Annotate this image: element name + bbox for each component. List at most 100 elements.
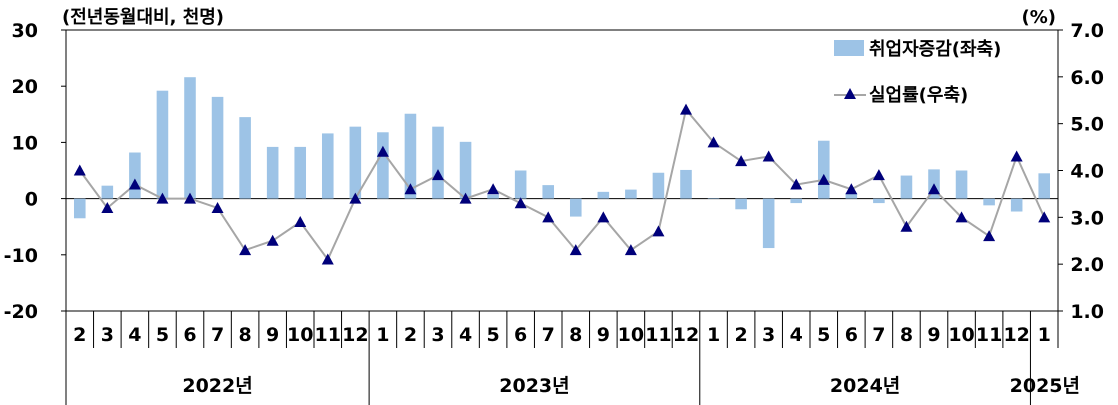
year-label-2: 2024년 bbox=[830, 375, 900, 397]
bar-10 bbox=[349, 126, 362, 199]
month-label-32: 10 bbox=[948, 324, 974, 346]
marker-32 bbox=[955, 211, 968, 223]
marker-0 bbox=[73, 164, 86, 176]
marker-26 bbox=[790, 178, 803, 190]
legend: 취업자증감(좌축) 실업률(우축) bbox=[834, 39, 1001, 106]
month-label-12: 2 bbox=[404, 324, 417, 346]
legend-line-label: 실업률(우축) bbox=[869, 85, 968, 106]
month-label-35: 1 bbox=[1038, 324, 1051, 346]
right-axis-unit: (%) bbox=[1022, 7, 1057, 28]
right-tick-label-0: 7.0 bbox=[1070, 20, 1104, 42]
bar-23 bbox=[707, 198, 720, 199]
marker-18 bbox=[569, 244, 582, 256]
x-axis-years: 2022년 2023년 2024년 2025년 bbox=[65, 311, 1080, 405]
year-label-0: 2022년 bbox=[182, 375, 252, 397]
marker-8 bbox=[294, 216, 307, 228]
month-label-27: 5 bbox=[817, 324, 830, 346]
marker-15 bbox=[487, 183, 500, 195]
marker-19 bbox=[597, 211, 610, 223]
marker-33 bbox=[983, 230, 996, 242]
left-tick-label-4: -10 bbox=[4, 245, 38, 267]
month-label-4: 6 bbox=[183, 324, 196, 346]
month-label-8: 10 bbox=[287, 324, 313, 346]
right-tick-label-2: 5.0 bbox=[1070, 114, 1104, 136]
marker-20 bbox=[624, 244, 637, 256]
left-tick-label-5: -20 bbox=[4, 301, 38, 323]
bar-33 bbox=[983, 198, 995, 206]
line-series-unemployment bbox=[78, 107, 1046, 262]
month-label-1: 3 bbox=[101, 324, 114, 346]
bar-0 bbox=[73, 198, 86, 219]
bar-17 bbox=[542, 185, 555, 199]
marker-29 bbox=[872, 169, 885, 181]
month-label-31: 9 bbox=[927, 324, 940, 346]
marker-4 bbox=[184, 192, 196, 204]
bar-16 bbox=[514, 170, 527, 199]
marker-12 bbox=[404, 183, 417, 195]
bar-11 bbox=[377, 132, 389, 199]
month-label-33: 11 bbox=[976, 324, 1002, 346]
marker-34 bbox=[1010, 150, 1023, 162]
marker-17 bbox=[542, 211, 555, 223]
marker-30 bbox=[900, 220, 913, 232]
marker-10 bbox=[349, 192, 362, 204]
month-label-26: 4 bbox=[790, 324, 803, 346]
bar-25 bbox=[762, 198, 775, 249]
x-axis-months: 2 3 4 5 6 7 8 9 10 11 12 1 2 3 4 5 6 7 8 9 10 11 12 1 2 3 4 5 6 7 8 9 10… bbox=[65, 311, 1059, 348]
bar-2 bbox=[129, 152, 141, 199]
month-label-2: 4 bbox=[128, 324, 141, 346]
bar-5 bbox=[211, 96, 224, 199]
marker-21 bbox=[652, 225, 665, 237]
marker-28 bbox=[845, 183, 858, 195]
month-label-21: 11 bbox=[645, 324, 671, 346]
month-label-17: 7 bbox=[542, 324, 555, 346]
bar-30 bbox=[900, 175, 913, 199]
right-axis-ticks: 7.0 6.0 5.0 4.0 3.0 2.0 1.0 bbox=[1058, 20, 1104, 323]
month-label-29: 7 bbox=[872, 324, 885, 346]
bar-29 bbox=[873, 198, 885, 204]
bar-6 bbox=[239, 117, 251, 199]
marker-31 bbox=[928, 183, 940, 195]
left-axis-ticks: 30 20 10 0 -10 -20 bbox=[4, 20, 66, 323]
marker-16 bbox=[514, 197, 527, 209]
month-label-16: 6 bbox=[514, 324, 527, 346]
marker-5 bbox=[211, 201, 224, 213]
bar-28 bbox=[845, 192, 858, 199]
right-tick-label-3: 4.0 bbox=[1070, 161, 1104, 183]
legend-bar-swatch bbox=[834, 40, 864, 56]
marker-13 bbox=[432, 169, 444, 181]
month-label-24: 2 bbox=[734, 324, 747, 346]
bar-22 bbox=[680, 169, 692, 199]
bar-19 bbox=[597, 191, 610, 199]
left-axis-unit: (전년동월대비, 천명) bbox=[62, 7, 224, 28]
month-label-19: 9 bbox=[597, 324, 610, 346]
marker-14 bbox=[459, 192, 472, 204]
left-tick-label-3: 0 bbox=[25, 189, 38, 211]
year-label-3: 2025년 bbox=[1010, 375, 1080, 397]
marker-6 bbox=[239, 244, 252, 256]
bar-14 bbox=[459, 141, 472, 199]
right-tick-label-5: 2.0 bbox=[1070, 254, 1104, 276]
bar-24 bbox=[735, 198, 747, 210]
marker-23 bbox=[707, 136, 720, 148]
bar-18 bbox=[569, 198, 582, 217]
month-label-34: 12 bbox=[1003, 324, 1029, 346]
left-tick-label-1: 20 bbox=[12, 76, 38, 98]
bar-13 bbox=[432, 126, 444, 199]
marker-1 bbox=[101, 201, 114, 213]
bar-4 bbox=[184, 77, 196, 199]
marker-25 bbox=[762, 150, 775, 162]
month-label-20: 10 bbox=[618, 324, 644, 346]
line-markers bbox=[73, 103, 1051, 265]
bar-15 bbox=[487, 194, 499, 199]
right-tick-label-6: 1.0 bbox=[1070, 301, 1104, 323]
bar-7 bbox=[266, 146, 279, 199]
marker-2 bbox=[128, 178, 141, 190]
marker-11 bbox=[376, 145, 389, 157]
year-label-1: 2023년 bbox=[499, 375, 569, 397]
month-label-18: 8 bbox=[569, 324, 582, 346]
bar-8 bbox=[294, 146, 307, 199]
month-label-0: 2 bbox=[73, 324, 86, 346]
bar-26 bbox=[790, 198, 803, 204]
month-label-7: 9 bbox=[266, 324, 279, 346]
